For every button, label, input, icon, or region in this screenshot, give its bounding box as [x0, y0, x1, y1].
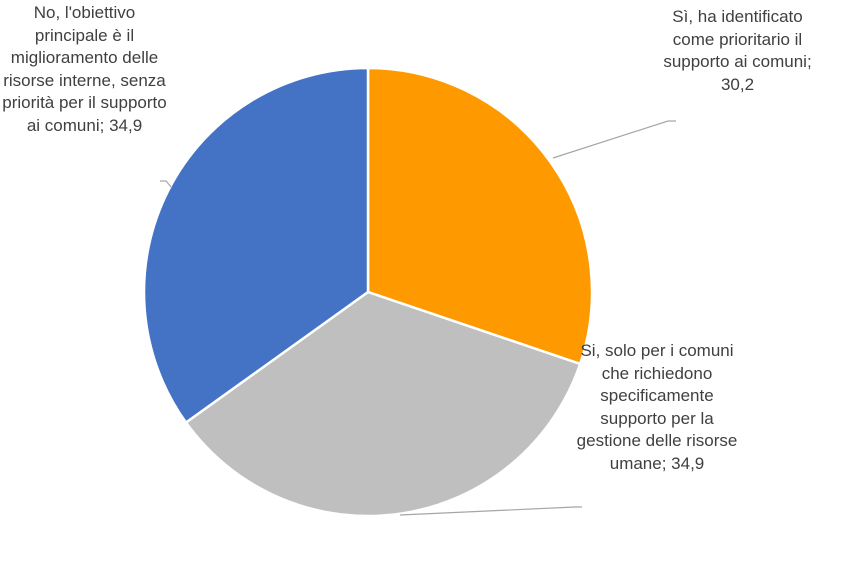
- data-label: Sì, ha identificato come prioritario il …: [650, 6, 825, 96]
- label-value: 34,9: [671, 453, 705, 473]
- label-value: 30,2: [720, 74, 755, 94]
- label-category: Sì, ha identificato come prioritario il …: [663, 7, 807, 71]
- label-value: 34,9: [109, 115, 143, 135]
- data-label: Si, solo per i comuni che richiedono spe…: [572, 340, 742, 475]
- data-label: No, l'obiettivo principale è il migliora…: [2, 2, 167, 137]
- leader-line: [160, 180, 173, 189]
- label-separator: ;: [99, 115, 110, 135]
- label-separator: ;: [806, 52, 812, 71]
- pie-slice: [142, 66, 370, 425]
- slices: [142, 66, 594, 518]
- label-separator: ;: [661, 453, 672, 473]
- label-category: Si, solo per i comuni che richiedono spe…: [576, 341, 738, 473]
- pie-slice: [184, 290, 582, 518]
- leader-line: [399, 506, 582, 516]
- label-category: No, l'obiettivo principale è il migliora…: [2, 3, 167, 135]
- pie-slice: [366, 66, 594, 366]
- leader-line: [552, 120, 676, 159]
